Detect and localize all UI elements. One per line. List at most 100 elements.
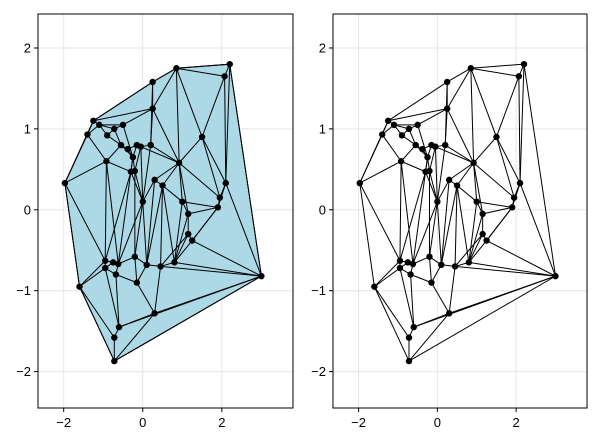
data-point [419,145,426,153]
triangulation-edge [106,160,132,173]
data-point [453,182,461,189]
triangulation-edge [146,185,164,265]
triangulation-edge [122,124,134,158]
triangulation-edge [444,144,474,164]
triangulation-edge [64,134,88,184]
data-point [188,237,196,244]
triangulation-edge [417,124,428,158]
y-tick-label: 2 [24,40,31,55]
triangulation-edge [373,286,410,362]
triangulation-edge [359,160,402,184]
data-point [151,310,158,317]
data-point [412,141,419,149]
triangulation-edge [140,146,144,202]
data-point [434,198,441,205]
axes-frame [332,13,588,409]
triangulation-edge [104,161,107,261]
triangulation-edge [134,146,142,172]
data-point [407,271,414,278]
data-point [103,158,110,165]
data-point [444,78,451,86]
triangulation-edge [470,63,525,69]
triangulation-edge [470,67,519,77]
triangulation-edge [174,240,193,263]
triangulation-edge [436,179,450,202]
triangulation-edge [79,286,115,362]
data-point [384,117,392,124]
data-point [96,121,103,129]
triangulation-edge [473,162,478,202]
triangulation-edge [152,67,177,83]
triangulation-edge [495,136,521,184]
triangulation-edge [428,256,432,283]
data-point [414,121,421,129]
triangulation-edge [373,260,401,287]
data-point [111,334,118,341]
triangulation-edge [152,67,177,109]
data-point [444,105,451,112]
data-point [405,357,413,365]
data-point [151,176,158,184]
triangulation-edge [456,185,470,263]
triangulation-edge [160,233,189,267]
triangulation-edge [486,240,556,277]
triangulation-edge [523,64,556,277]
triangulation-edge [154,266,162,314]
data-point [109,259,117,266]
triangulation-edge [381,134,402,162]
triangulation-edge [448,162,474,181]
triangulation-edge [113,313,156,362]
triangulation-edge [118,275,262,328]
triangulation-edge [178,162,183,202]
data-point [432,143,439,150]
triangulation-edge [359,183,375,287]
triangulation-edge [399,171,427,261]
triangulation-edge [468,261,556,277]
triangulation-edge [412,157,429,265]
data-point [410,323,417,331]
data-point [258,272,265,280]
triangulation-edge [374,267,401,288]
triangulation-edge [146,179,156,265]
triangulation-edge [373,286,410,338]
data-point [520,60,528,68]
triangulation-edge [410,274,415,328]
triangulation-edge [454,185,458,267]
triangulation-edge [468,233,484,263]
triangulation-edge [173,233,189,263]
triangulation-edge [456,162,474,186]
data-point [76,283,83,290]
triangulation-edge [173,201,183,263]
data-point [115,260,122,268]
data-point [173,65,180,72]
triangulation-edge [122,108,153,126]
triangulation-edge [175,68,203,138]
data-point [112,271,120,278]
data-point [467,65,475,72]
data-point [102,257,109,264]
triangulation-edge [191,207,219,241]
triangulation-edge [388,108,448,122]
y-tick-label: −2 [16,364,31,379]
data-point [226,60,233,68]
triangulation-edge [470,68,497,138]
triangulation-edge [64,182,106,261]
triangulation-edge [79,260,106,287]
data-point [405,125,413,133]
triangulation-edge [182,201,218,208]
triangulation-edge [162,185,175,263]
triangulation-edge [176,63,230,69]
data-point [159,182,166,189]
triangulation-edge [142,179,156,202]
data-point [175,159,183,167]
triangulation-edge [408,275,556,362]
data-point [61,179,69,187]
triangulation-edge [104,171,132,261]
data-point [404,259,412,266]
x-tick-label: 0 [434,415,441,430]
triangulation-edge [434,146,438,202]
data-point [397,158,405,165]
data-point [111,357,118,365]
triangulation-edge [93,81,153,122]
data-point [516,179,524,187]
